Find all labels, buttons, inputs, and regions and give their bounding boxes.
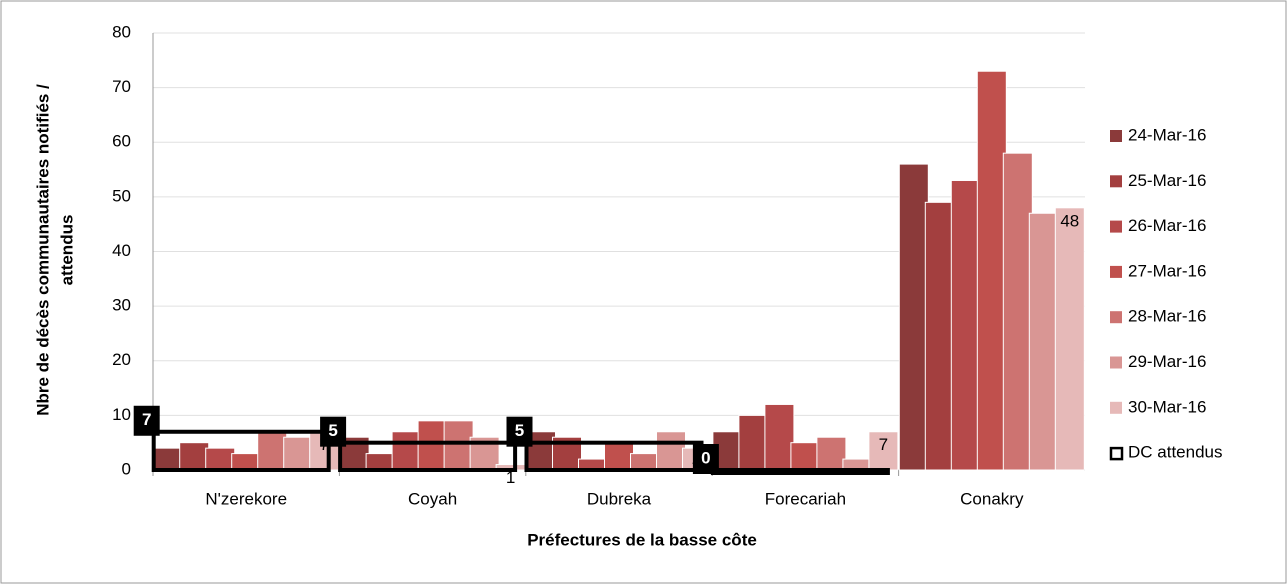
legend-swatch [1110, 401, 1122, 414]
bar [1054, 207, 1085, 471]
expected-label-bg [506, 416, 533, 447]
y-tick-label: 10 [112, 405, 131, 424]
bar [898, 163, 929, 471]
expected-label-bg [320, 416, 347, 447]
legend-swatch [1110, 130, 1122, 142]
expected-box [151, 429, 331, 473]
x-tick-label: Coyah [408, 489, 457, 508]
y-tick-label: 40 [112, 241, 131, 260]
y-tick-label: 80 [112, 22, 131, 41]
legend-swatch [1110, 265, 1122, 278]
bar [153, 447, 184, 471]
legend-swatch [1110, 220, 1122, 233]
bar [738, 414, 769, 471]
bar [443, 420, 474, 471]
bar [231, 453, 262, 471]
expected-box [338, 440, 518, 472]
y-tick-label: 30 [112, 296, 131, 315]
legend-swatch [1110, 175, 1122, 188]
expected-box [710, 468, 890, 475]
bar [816, 436, 847, 471]
bar [790, 442, 821, 471]
bar [257, 431, 288, 471]
bar [604, 442, 634, 471]
bar [417, 420, 448, 471]
legend-label: DC attendus [1128, 443, 1223, 462]
y-tick-label: 50 [112, 186, 131, 205]
legend-label: 28-Mar-16 [1128, 307, 1206, 326]
bar [976, 70, 1007, 471]
bar [1002, 152, 1033, 471]
legend-label: 25-Mar-16 [1128, 171, 1206, 190]
data-label: 7 [879, 435, 888, 454]
y-axis-title: attendus [57, 215, 76, 286]
x-tick-label: Forecariah [765, 489, 846, 508]
data-label: 48 [1060, 211, 1079, 230]
y-tick-label: 0 [122, 459, 131, 478]
y-tick-label: 60 [112, 132, 131, 151]
expected-label-bg [692, 444, 719, 474]
bar [283, 436, 314, 471]
y-tick-label: 70 [112, 77, 131, 96]
expected-label: 0 [701, 448, 710, 467]
legend-label: 26-Mar-16 [1128, 216, 1206, 235]
y-tick-label: 20 [112, 350, 131, 369]
bar [868, 431, 899, 471]
bar [391, 431, 422, 471]
bar [1028, 212, 1059, 471]
bar [764, 403, 795, 471]
bar [205, 447, 236, 471]
expected-label: 5 [328, 421, 337, 440]
data-label: 1 [506, 468, 515, 487]
bar [179, 442, 210, 471]
legend-swatch [1110, 356, 1122, 369]
bar [656, 431, 686, 471]
bar [630, 453, 660, 471]
legend-swatch [1109, 446, 1124, 461]
x-tick-label: Conakry [960, 489, 1024, 508]
legend-label: 30-Mar-16 [1128, 397, 1206, 416]
expected-label-bg [133, 405, 160, 436]
bar [365, 453, 396, 471]
legend-swatch [1110, 311, 1122, 324]
bar [950, 179, 981, 471]
expected-label: 7 [142, 410, 151, 429]
x-tick-label: N'zerekore [205, 489, 287, 508]
legend-label: 24-Mar-16 [1128, 125, 1206, 144]
legend-label: 29-Mar-16 [1128, 352, 1206, 371]
legend-label: 27-Mar-16 [1128, 261, 1206, 280]
bar [924, 201, 955, 471]
x-tick-label: Dubreka [587, 489, 652, 508]
x-axis-title: Préfectures de la basse côte [527, 530, 757, 549]
expected-label: 5 [515, 421, 524, 440]
y-axis-title: Nbre de décès communautaires notifiés / [33, 84, 52, 416]
